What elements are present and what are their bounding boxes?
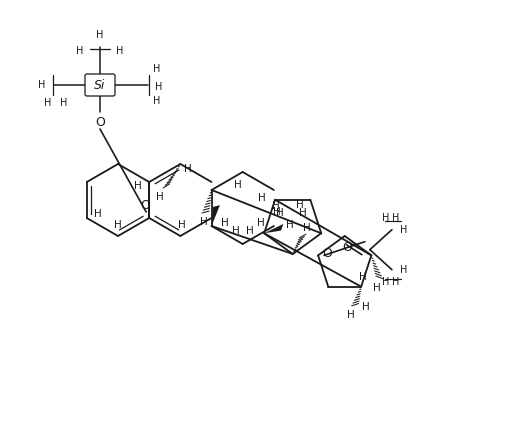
Text: H: H <box>296 200 304 210</box>
Text: Si: Si <box>94 78 106 92</box>
Text: H: H <box>272 201 279 211</box>
FancyBboxPatch shape <box>85 74 115 96</box>
Text: H: H <box>362 302 369 312</box>
Text: H: H <box>257 218 264 228</box>
Text: H: H <box>44 98 52 108</box>
Text: H: H <box>245 226 253 236</box>
Text: H: H <box>94 209 102 219</box>
Text: H: H <box>273 207 280 217</box>
Polygon shape <box>264 224 283 233</box>
Text: H: H <box>233 180 241 190</box>
Text: H: H <box>153 96 161 106</box>
Text: H: H <box>391 277 399 287</box>
Text: H: H <box>381 277 389 287</box>
Text: O: O <box>341 241 351 253</box>
Text: O: O <box>140 198 150 211</box>
Text: H: H <box>299 208 307 218</box>
Text: H: H <box>178 220 186 230</box>
Text: H: H <box>346 310 355 320</box>
Text: H: H <box>116 46 123 56</box>
Text: H: H <box>153 64 161 74</box>
Text: H: H <box>155 82 163 92</box>
Text: H: H <box>359 272 367 283</box>
Text: H: H <box>96 30 104 40</box>
Text: H: H <box>184 164 192 174</box>
Text: H: H <box>60 98 68 108</box>
Text: O: O <box>322 247 331 260</box>
Text: H: H <box>286 220 293 230</box>
Text: H: H <box>220 218 228 228</box>
Text: H: H <box>114 220 122 230</box>
Text: H: H <box>76 46 83 56</box>
Text: H: H <box>302 223 310 233</box>
Text: H: H <box>399 225 407 235</box>
Text: H: H <box>373 283 380 293</box>
Text: H: H <box>381 213 389 223</box>
Text: H: H <box>276 208 283 218</box>
Text: H: H <box>199 217 207 227</box>
Text: O: O <box>95 116 105 129</box>
Text: H: H <box>391 213 399 223</box>
Text: H: H <box>258 193 265 203</box>
Text: H: H <box>399 265 407 275</box>
Text: H: H <box>231 226 239 236</box>
Text: H: H <box>38 80 45 90</box>
Text: H: H <box>134 181 142 191</box>
Polygon shape <box>211 205 220 226</box>
Text: H: H <box>156 192 164 202</box>
